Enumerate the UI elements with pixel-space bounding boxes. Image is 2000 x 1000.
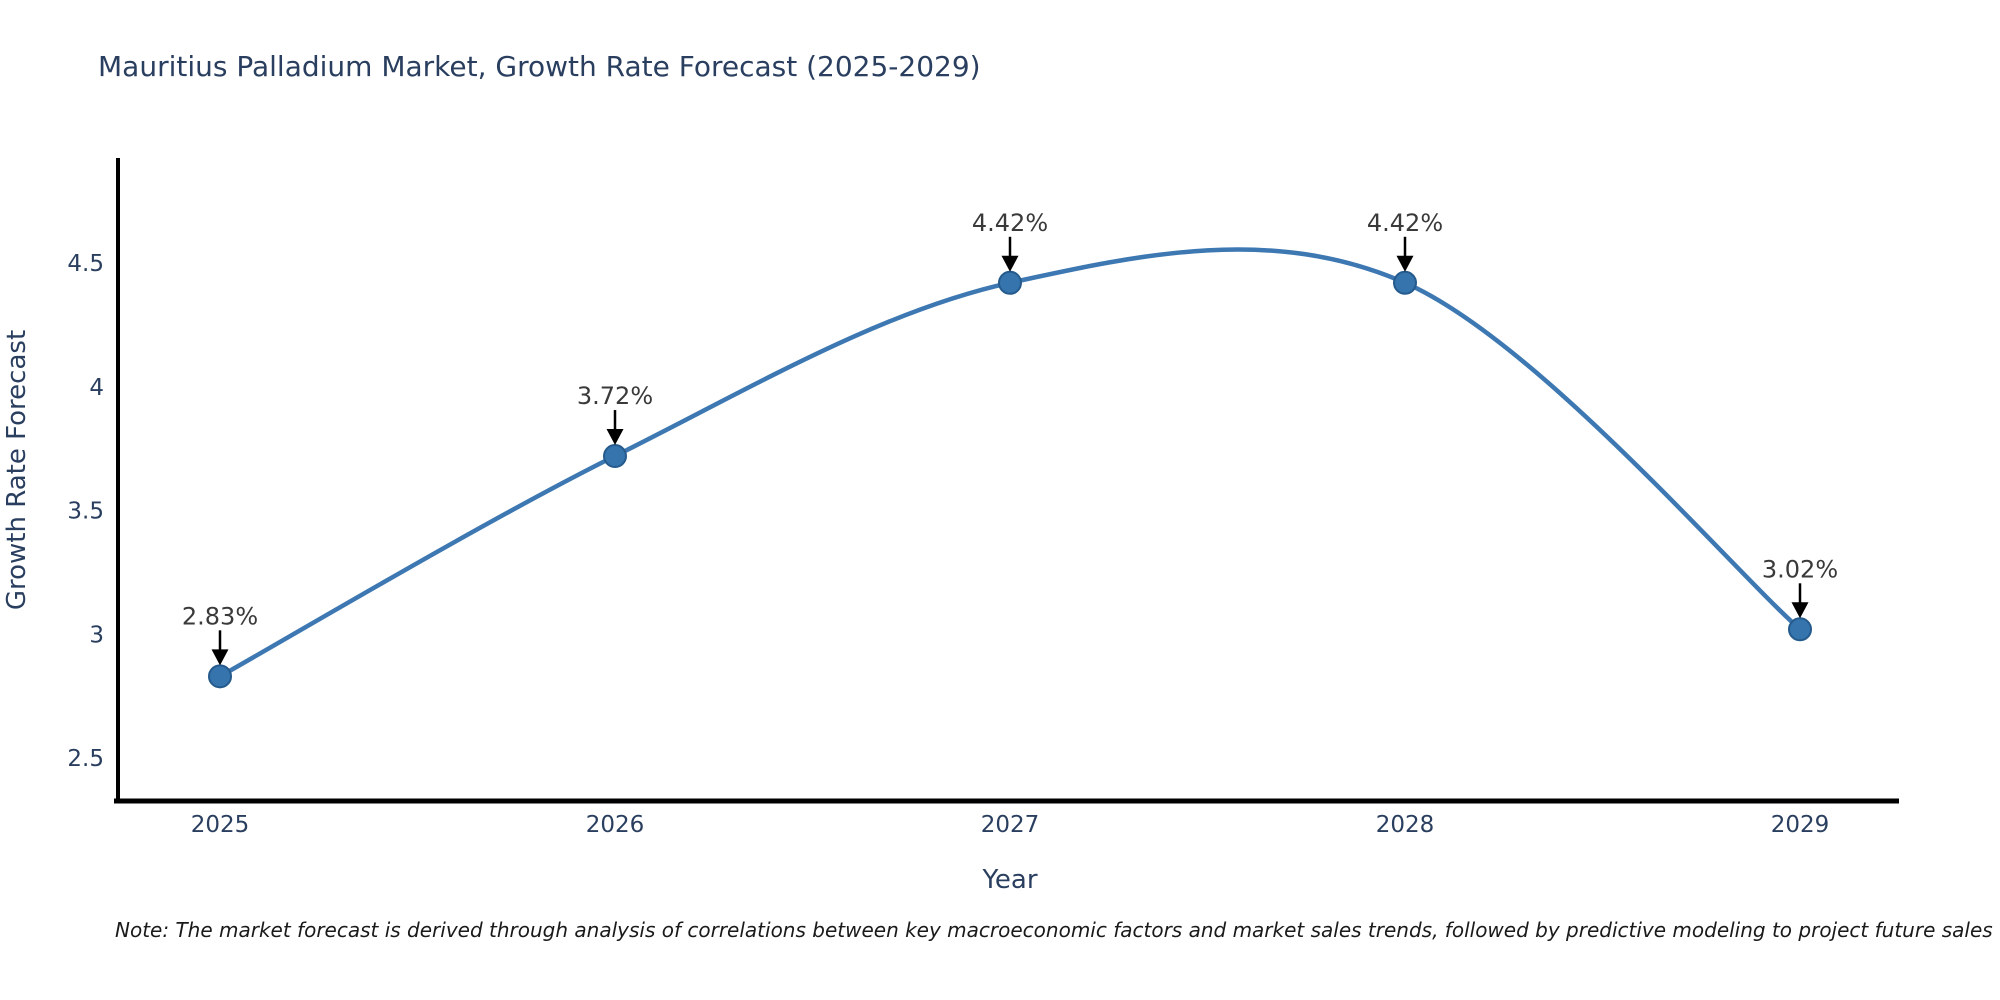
x-tick-label: 2025 xyxy=(191,812,250,838)
annotation-arrowhead xyxy=(1001,255,1019,272)
series-line xyxy=(217,247,1803,679)
data-point-marker xyxy=(208,664,232,689)
y-tick-label: 3.5 xyxy=(67,499,104,525)
annotation-label: 3.72% xyxy=(577,382,653,410)
y-axis-title: Growth Rate Forecast xyxy=(2,330,32,610)
annotation-label: 4.42% xyxy=(1367,209,1443,237)
annotation-arrowhead xyxy=(606,429,624,446)
x-tick-label: 2028 xyxy=(1376,812,1435,838)
x-tick-label: 2026 xyxy=(586,812,645,838)
annotation-label: 2.83% xyxy=(182,602,258,630)
data-point-marker xyxy=(1393,270,1417,295)
annotation-arrowhead xyxy=(1396,255,1414,272)
x-tick-label: 2029 xyxy=(1771,812,1830,838)
chart-title: Mauritius Palladium Market, Growth Rate … xyxy=(98,50,981,83)
y-tick-label: 4 xyxy=(89,375,104,401)
annotation-label: 3.02% xyxy=(1762,555,1838,583)
y-tick-label: 2.5 xyxy=(67,746,104,772)
y-tick-label: 4.5 xyxy=(67,251,104,277)
data-point-marker xyxy=(1788,617,1812,642)
annotation-label: 4.42% xyxy=(972,209,1048,237)
x-axis-title: Year xyxy=(981,865,1037,895)
data-point-marker xyxy=(603,444,627,469)
data-point-marker xyxy=(998,270,1022,295)
annotation-arrowhead xyxy=(1791,602,1809,619)
y-tick-label: 3 xyxy=(89,622,104,648)
x-tick-label: 2027 xyxy=(981,812,1040,838)
annotation-arrowhead xyxy=(211,649,229,666)
footnote: Note: The market forecast is derived thr… xyxy=(115,918,1993,942)
